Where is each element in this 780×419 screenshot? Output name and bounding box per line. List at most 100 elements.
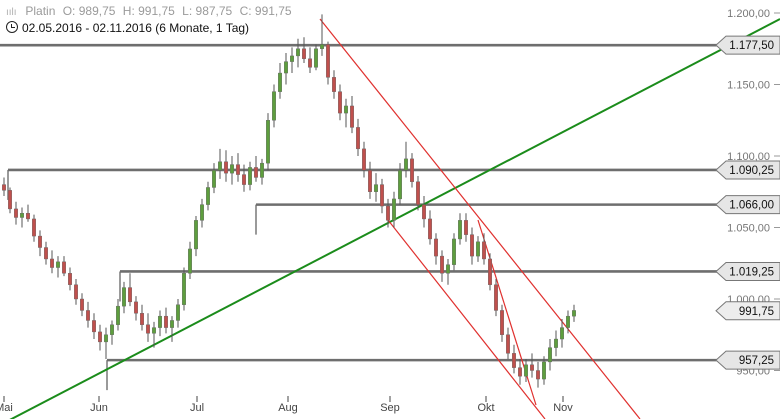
candle-body bbox=[272, 91, 277, 121]
candle-body bbox=[398, 170, 403, 200]
candle-body bbox=[7, 190, 12, 210]
candle-body bbox=[260, 162, 265, 178]
price-tag-shape bbox=[715, 160, 780, 180]
candle-body bbox=[20, 212, 25, 218]
candle-body bbox=[386, 205, 391, 221]
candle-body bbox=[488, 258, 493, 285]
candle-body bbox=[67, 273, 72, 285]
current-price-tag: 991,75 bbox=[715, 301, 780, 321]
open-value: O: 989,75 bbox=[62, 4, 116, 18]
candle-body bbox=[121, 287, 126, 307]
candle-body bbox=[482, 241, 487, 260]
candle-body bbox=[314, 48, 319, 68]
candle-body bbox=[446, 264, 451, 274]
price-tag-shape bbox=[715, 261, 780, 281]
candle-body bbox=[422, 204, 427, 220]
price-tag-text: 991,75 bbox=[739, 306, 774, 318]
candle-body bbox=[38, 235, 43, 248]
date-range-header: 02.05.2016 - 02.11.2016 (6 Monate, 1 Tag… bbox=[6, 21, 253, 35]
candle-body bbox=[440, 255, 445, 274]
candle-body bbox=[338, 91, 343, 114]
candle-body bbox=[524, 364, 529, 377]
x-tick-label: Nov bbox=[553, 402, 573, 414]
candle-body bbox=[428, 218, 433, 240]
high-value: H: 991,75 bbox=[122, 4, 175, 18]
candle-body bbox=[464, 220, 469, 235]
candle-body bbox=[62, 261, 67, 274]
candle-body bbox=[332, 77, 337, 92]
candle-body bbox=[404, 158, 409, 171]
x-tick-label: Aug bbox=[278, 402, 298, 414]
candle-body bbox=[91, 320, 96, 333]
candle-body bbox=[284, 61, 289, 74]
candle-body bbox=[151, 327, 156, 334]
candle-body bbox=[109, 324, 114, 335]
watermark-icon: ıılı bbox=[6, 7, 17, 18]
candle-body bbox=[205, 187, 210, 205]
price-tag-text: 1.066,00 bbox=[729, 200, 774, 212]
candle-body bbox=[139, 313, 144, 325]
date-range: 02.05.2016 - 02.11.2016 (6 Monate, 1 Tag… bbox=[22, 21, 250, 35]
candle-body bbox=[247, 167, 252, 185]
candle-body bbox=[470, 234, 475, 257]
candle-body bbox=[97, 331, 102, 343]
candle-body bbox=[235, 164, 240, 175]
candle-body bbox=[278, 72, 283, 92]
candle-body bbox=[356, 127, 361, 150]
price-tag-shape bbox=[715, 350, 780, 370]
candle-body bbox=[392, 198, 397, 221]
price-tag-text: 1.019,25 bbox=[729, 266, 774, 278]
candle-body bbox=[50, 258, 55, 268]
y-tick-label: 1.150,00 bbox=[727, 80, 770, 92]
x-tick-label: Jun bbox=[90, 402, 108, 414]
low-value: L: 987,75 bbox=[182, 4, 233, 18]
channel-lower-line bbox=[387, 219, 546, 419]
level-price-tag: 1.090,25 bbox=[715, 160, 780, 180]
candle-body bbox=[452, 238, 457, 265]
candle-body bbox=[253, 167, 258, 178]
x-tick-label: Okt bbox=[477, 402, 494, 414]
x-tick-label: Jul bbox=[190, 402, 204, 414]
candle-body bbox=[181, 273, 186, 305]
candle-body bbox=[308, 58, 313, 68]
candle-body bbox=[380, 184, 385, 207]
candle-body bbox=[127, 287, 132, 303]
candle-body bbox=[223, 161, 228, 174]
x-tick-label: Mai bbox=[0, 402, 13, 414]
candle-body bbox=[217, 161, 222, 171]
candle-body bbox=[518, 367, 523, 377]
candle-body bbox=[542, 361, 547, 380]
candle-body bbox=[434, 238, 439, 257]
candle-body bbox=[199, 204, 204, 221]
candle-body bbox=[530, 364, 535, 371]
candle-body bbox=[290, 55, 295, 62]
y-tick-label: 1.050,00 bbox=[727, 223, 770, 235]
candle-body bbox=[296, 48, 301, 57]
candle-body bbox=[145, 324, 150, 334]
candle-body bbox=[187, 248, 192, 274]
y-tick-label: 1.100,00 bbox=[727, 151, 770, 163]
candle-body bbox=[362, 148, 367, 171]
candle-body bbox=[458, 220, 463, 240]
candle-body bbox=[476, 241, 481, 257]
instrument-name: Platin bbox=[25, 4, 56, 18]
candle-body bbox=[241, 174, 246, 185]
candle-body bbox=[350, 105, 355, 128]
price-tag-text: 1.090,25 bbox=[729, 165, 774, 177]
candle-body bbox=[494, 284, 499, 311]
price-tag-shape bbox=[715, 301, 780, 321]
candle-body bbox=[344, 105, 349, 114]
clock-icon bbox=[6, 21, 18, 33]
candle-body bbox=[56, 261, 61, 268]
candle-body bbox=[157, 315, 162, 328]
candle-body bbox=[560, 327, 565, 340]
channel-upper-line bbox=[319, 18, 641, 419]
candle-body bbox=[175, 304, 180, 321]
candle-body bbox=[566, 315, 571, 328]
candle-body bbox=[73, 284, 78, 300]
level-price-tag: 1.019,25 bbox=[715, 261, 780, 281]
candle-body bbox=[326, 44, 331, 78]
x-tick-label: Sep bbox=[380, 402, 400, 414]
level-price-tag: 957,25 bbox=[715, 350, 780, 370]
